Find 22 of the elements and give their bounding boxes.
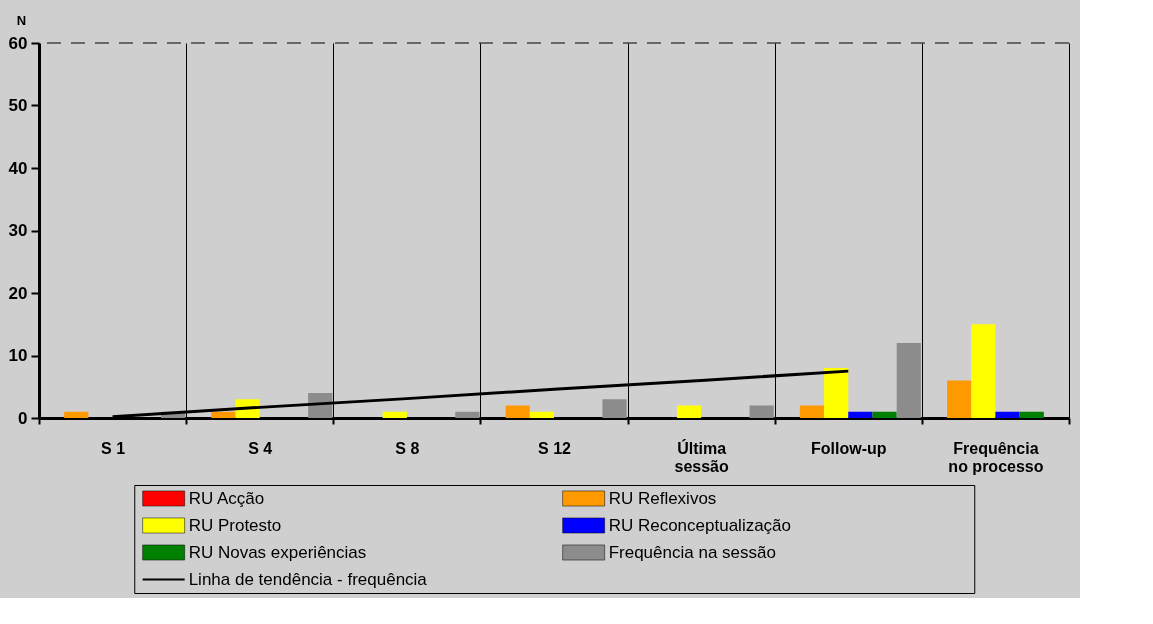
x-tick-label: Última sessão [674, 438, 729, 475]
legend-label: RU Reconceptualização [608, 515, 792, 535]
x-tick-label: Follow-up [811, 439, 887, 457]
y-tick-label: 10 [8, 346, 28, 365]
x-tick-label: S 1 [101, 439, 126, 457]
y-tick-label: 50 [8, 96, 28, 115]
legend-label: Frequência na sessão [608, 542, 776, 562]
legend-label: RU Protesto [188, 515, 282, 535]
y-tick-label: 40 [8, 158, 28, 178]
legend-label: RU Acção [188, 488, 265, 508]
x-tick-label: S 8 [395, 439, 420, 457]
x-tick-label: Frequência no processo [948, 439, 1044, 475]
y-tick-label: 30 [8, 221, 28, 240]
legend-label: RU Novas experiências [188, 542, 367, 562]
y-tick-label: 0 [18, 408, 28, 428]
y-tick-label: 60 [8, 33, 28, 53]
y-tick-label: 20 [8, 283, 28, 303]
y-axis-title: N [16, 12, 27, 28]
x-tick-label: S 4 [248, 439, 273, 457]
x-tick-label: S 12 [538, 439, 572, 457]
legend-label: Linha de tendência - frequência [188, 569, 428, 589]
legend-label: RU Reflexivos [608, 488, 717, 508]
